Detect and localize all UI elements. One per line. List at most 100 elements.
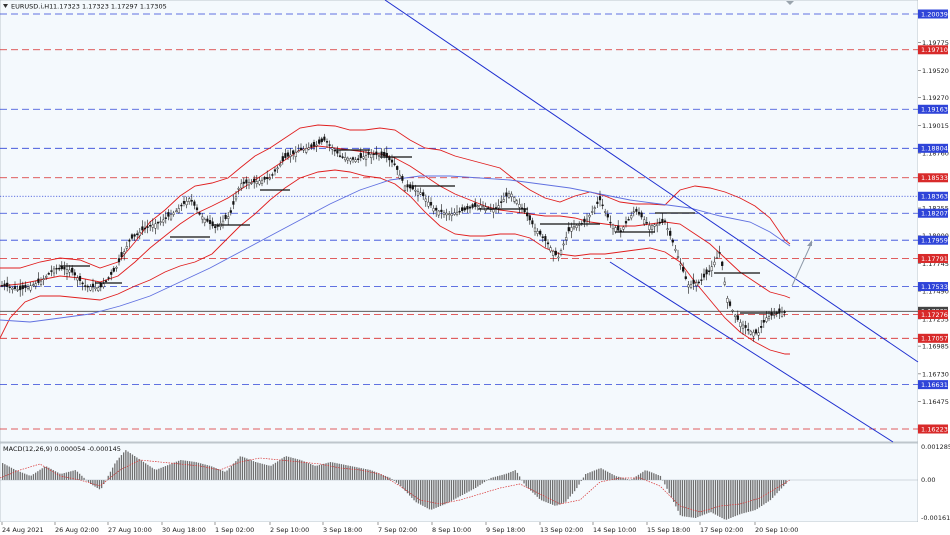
macd-bar: [739, 480, 741, 515]
macd-bar: [41, 468, 43, 480]
bollinger-lower-band: [0, 169, 790, 355]
macd-bar: [732, 480, 734, 518]
candle-body: [146, 226, 149, 228]
macd-bar: [433, 480, 435, 509]
macd-bar: [637, 474, 640, 480]
macd-bar: [70, 471, 72, 480]
macd-bar: [6, 465, 8, 480]
macd-bar: [785, 480, 787, 484]
time-axis-label: 7 Sep 02:00: [378, 526, 417, 534]
candle-body: [89, 286, 92, 291]
macd-bar: [255, 462, 257, 480]
candle-body: [762, 320, 765, 323]
macd-bar: [527, 480, 530, 489]
macd-bar: [131, 454, 134, 480]
macd-bar: [371, 470, 373, 480]
macd-bar: [409, 480, 411, 496]
macd-pane[interactable]: [0, 442, 919, 523]
macd-bar: [455, 480, 457, 499]
macd-bar: [415, 480, 417, 503]
macd-bar: [226, 470, 228, 480]
macd-bar: [769, 480, 772, 501]
macd-bar: [673, 480, 675, 502]
macd-bar: [266, 464, 268, 480]
candle-body: [721, 261, 724, 266]
candle-body: [741, 324, 745, 329]
macd-bar: [602, 469, 604, 480]
macd-bar: [158, 468, 160, 480]
macd-bar: [307, 463, 310, 480]
dropdown-arrow-icon[interactable]: [3, 4, 8, 8]
candle-body: [195, 207, 199, 211]
macd-bar: [112, 467, 114, 480]
candle-body: [559, 250, 563, 255]
macd-bar: [378, 473, 380, 480]
candle-body: [177, 208, 180, 213]
macd-bar: [690, 480, 692, 518]
candle-body: [736, 315, 739, 320]
macd-bar: [13, 468, 15, 480]
candle-body: [141, 226, 144, 231]
macd-bar: [303, 461, 305, 480]
macd-bar: [114, 463, 116, 480]
macd-bar: [268, 465, 270, 480]
macd-bar: [310, 464, 312, 480]
level-tag: [918, 208, 948, 218]
candle-body: [237, 188, 240, 190]
candle-body: [692, 279, 695, 284]
horizontal-levels: [0, 13, 918, 430]
macd-bar: [609, 472, 611, 480]
candle-body: [320, 138, 323, 143]
macd-bar: [213, 467, 215, 480]
macd-bar: [83, 477, 85, 480]
candle-body: [635, 208, 638, 212]
macd-bar: [574, 480, 576, 492]
macd-bar: [569, 480, 571, 497]
candle-body: [32, 284, 35, 286]
candle-body: [624, 221, 628, 224]
macd-bar: [459, 480, 461, 497]
time-axis: [0, 522, 918, 535]
candle-body: [294, 152, 297, 157]
macd-bar: [318, 464, 321, 480]
candle-body: [107, 277, 110, 279]
candle-body: [364, 155, 368, 160]
macd-bar: [514, 470, 516, 480]
macd-bar: [382, 475, 384, 480]
candle-body: [565, 237, 568, 241]
candle-body: [58, 267, 61, 270]
candle-body: [286, 152, 290, 157]
macd-bar: [362, 468, 365, 480]
candle-body: [661, 218, 664, 223]
macd-bar: [244, 457, 246, 480]
macd-bar: [426, 480, 428, 509]
macd-bar: [780, 480, 783, 489]
macd-bar: [109, 471, 112, 480]
level-tag-label: 1.19710: [921, 46, 948, 54]
macd-bar: [140, 460, 142, 480]
macd-bar: [217, 469, 219, 480]
candle-body: [728, 301, 732, 306]
macd-bar: [510, 471, 512, 480]
candle-body: [726, 298, 729, 303]
macd-bar: [681, 480, 684, 517]
candle-body: [479, 204, 482, 209]
macd-bar: [167, 465, 169, 480]
macd-bar: [659, 475, 662, 480]
candle-body: [695, 282, 698, 287]
candle-body: [42, 278, 45, 280]
candle-body: [637, 211, 641, 215]
macd-bar: [615, 476, 618, 480]
macd-bar: [367, 469, 369, 480]
candle-body: [674, 248, 677, 251]
candle-body: [396, 166, 399, 170]
price-axis-label: 1.19270: [922, 94, 949, 102]
main-chart-pane[interactable]: [0, 0, 919, 443]
candle-body: [518, 204, 521, 208]
level-tag-label: 1.16631: [921, 381, 948, 389]
candle-body: [773, 314, 776, 316]
candle-body: [185, 200, 188, 206]
price-axis-label: 1.19520: [922, 67, 949, 75]
